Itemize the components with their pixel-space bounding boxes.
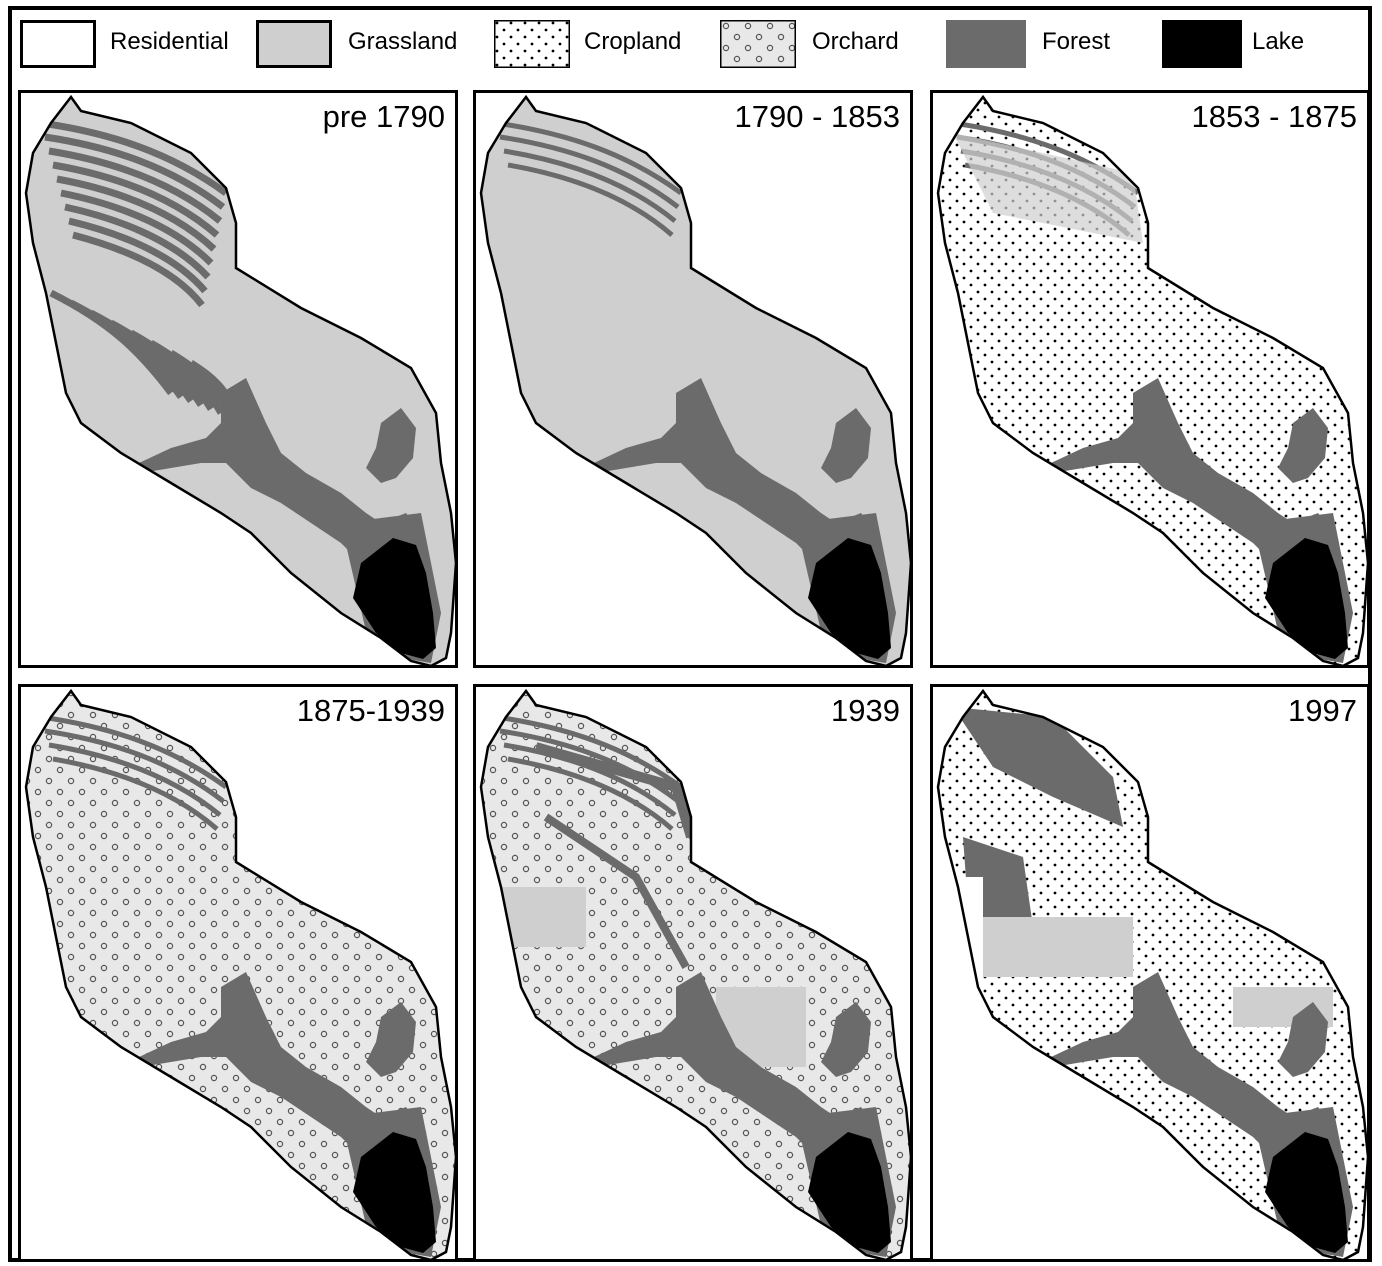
- forest-band: [495, 714, 683, 790]
- forest-corridor: [594, 378, 876, 563]
- lake: [1265, 538, 1348, 659]
- watershed-boundary: [479, 94, 910, 665]
- legend-label-forest: Forest: [1042, 28, 1111, 55]
- forest-corridor: [1051, 378, 1333, 563]
- forest-band: [48, 742, 222, 817]
- grassland-patch: [983, 917, 1133, 977]
- lake: [808, 538, 891, 659]
- forest-corridor: [821, 408, 871, 483]
- forest-band: [503, 148, 677, 223]
- residential-swatch: [20, 20, 96, 68]
- forest-band: [495, 120, 683, 196]
- forest-band: [89, 309, 194, 403]
- legend-label-residential: Residential: [110, 28, 229, 55]
- panel-title: 1875-1939: [296, 693, 445, 728]
- forest-band: [49, 289, 174, 396]
- legend-label-grassland: Grassland: [348, 28, 458, 55]
- watershed-map: [479, 94, 910, 665]
- lake: [808, 1132, 891, 1253]
- lake: [1265, 1132, 1348, 1253]
- watershed-boundary: [24, 94, 455, 665]
- forest-band: [52, 756, 219, 831]
- forest-band: [109, 319, 204, 407]
- forest-band: [56, 175, 217, 252]
- forest-band: [129, 329, 214, 411]
- forest-corridor: [821, 1002, 871, 1077]
- legend-label-orchard: Orchard: [812, 28, 899, 55]
- map-panel-1875-1939: 1875-1939: [18, 684, 458, 1262]
- forest-corridor: [1278, 1002, 1328, 1077]
- forest-band: [60, 189, 214, 266]
- panel-title: 1939: [831, 693, 900, 728]
- panel-title: 1790 - 1853: [734, 99, 900, 134]
- map-panel-1997: 1997: [930, 684, 1370, 1262]
- legend-label-cropland: Cropland: [584, 28, 682, 55]
- watershed-map: [24, 688, 455, 1259]
- watershed-boundary: [936, 94, 1367, 665]
- forest-band: [40, 119, 229, 196]
- cropland-swatch: [494, 20, 570, 68]
- forest-band: [52, 161, 220, 238]
- forest-band: [68, 217, 208, 294]
- forest-band: [543, 813, 690, 969]
- forest-band: [72, 231, 205, 308]
- watershed-boundary: [936, 688, 1367, 1259]
- grassland-patch: [496, 887, 586, 947]
- watershed-map: [24, 94, 455, 665]
- lake: [353, 538, 436, 659]
- map-panel-pre-1790: pre 1790: [18, 90, 458, 668]
- panel-title: 1853 - 1875: [1191, 99, 1357, 134]
- watershed-map: [936, 688, 1367, 1259]
- forest-corridor: [139, 378, 421, 563]
- grassland-patch: [953, 133, 1143, 243]
- forest-corridor: [139, 972, 421, 1157]
- forest-band: [499, 728, 680, 803]
- forest-corridor: [1051, 972, 1333, 1157]
- lake-swatch: [1162, 20, 1242, 68]
- map-panel-1853-1875: 1853 - 1875: [930, 90, 1370, 668]
- watershed-map: [936, 94, 1367, 665]
- panel-title: pre 1790: [322, 99, 445, 134]
- forest-band: [64, 203, 211, 280]
- forest-band: [534, 742, 696, 839]
- lake: [353, 1132, 436, 1253]
- orchard-swatch: [720, 20, 796, 68]
- watershed-map: [479, 688, 910, 1259]
- legend-label-lake: Lake: [1252, 28, 1305, 55]
- forest-corridor: [1278, 408, 1328, 483]
- watershed-boundary: [479, 688, 910, 1259]
- forest-corridor: [366, 408, 416, 483]
- forest-corridor: [366, 1002, 416, 1077]
- forest-band: [40, 714, 228, 790]
- map-panel-1939: 1939: [473, 684, 913, 1262]
- forest-band: [69, 299, 184, 400]
- grassland-swatch: [256, 20, 332, 68]
- forest-band: [44, 728, 225, 803]
- legend: Residential Grassland Cropland Orchard F…: [0, 0, 1382, 80]
- forest-band: [149, 339, 225, 415]
- forest-band: [44, 133, 226, 210]
- forest-band: [507, 756, 674, 831]
- forest-patch: [953, 707, 1123, 827]
- forest-band: [499, 134, 680, 209]
- panel-title: 1997: [1288, 693, 1357, 728]
- forest-swatch: [946, 20, 1026, 68]
- forest-band: [507, 162, 674, 237]
- watershed-boundary: [24, 688, 455, 1259]
- forest-band: [48, 147, 223, 224]
- map-panel-1790-1853: 1790 - 1853: [473, 90, 913, 668]
- forest-corridor: [594, 972, 876, 1157]
